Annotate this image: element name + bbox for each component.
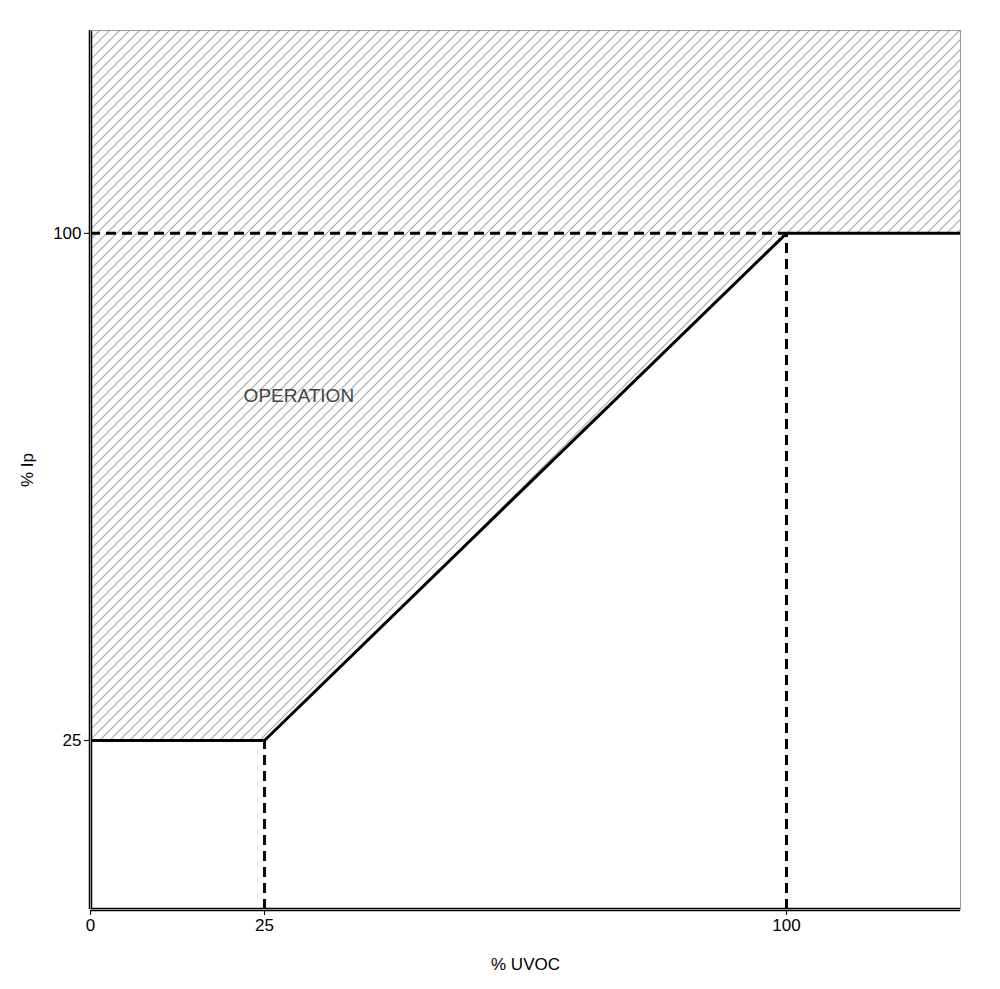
svg-text:0: 0	[86, 916, 95, 935]
svg-text:25: 25	[63, 731, 82, 750]
svg-text:100: 100	[772, 916, 800, 935]
svg-text:% Ip: % Ip	[18, 453, 37, 487]
svg-text:25: 25	[255, 916, 274, 935]
svg-text:OPERATION: OPERATION	[244, 385, 355, 406]
svg-text:% UVOC: % UVOC	[491, 955, 560, 974]
svg-text:100: 100	[53, 224, 81, 243]
